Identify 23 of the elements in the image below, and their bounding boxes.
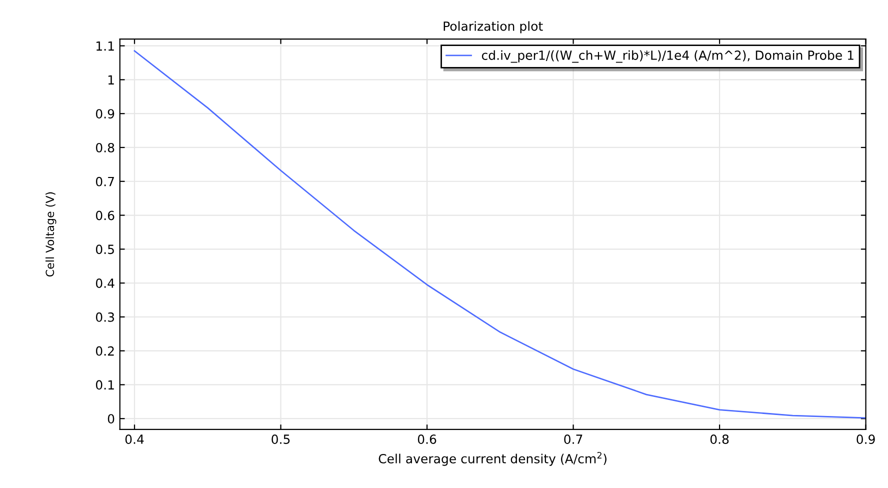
y-axis-title: Cell Voltage (V): [46, 192, 56, 277]
x-tick-label: 0.5: [272, 434, 290, 444]
x-tick-label: 0.9: [856, 434, 875, 444]
y-tick-label: 0.5: [96, 244, 114, 254]
y-tick-label: 0.8: [96, 142, 114, 152]
x-tick-label: 0.8: [710, 434, 729, 444]
line-series: [134, 50, 866, 419]
legend-label: cd.iv_per1/((W_ch+W_rib)*L)/1e4 (A/m^2), Domain Probe 1: [482, 50, 854, 63]
y-tick-label: 1: [108, 75, 114, 84]
y-tick-label: 0.2: [96, 346, 114, 356]
chart-title: Polarization plot: [444, 21, 543, 34]
x-axis-title: Cell average current density (A/cm$^{2}$): [378, 452, 606, 466]
y-tick-label: 0.9: [96, 109, 114, 119]
y-tick-label: 0.4: [96, 278, 114, 288]
x-tick-label: 0.7: [564, 434, 582, 444]
y-tick-label: 1.1: [96, 41, 114, 51]
y-tick-label: 0.6: [96, 210, 114, 220]
y-tick-label: 0.3: [96, 312, 114, 322]
y-tick-label: 0.7: [96, 176, 114, 186]
x-tick-label: 0.6: [418, 434, 436, 444]
y-tick-label: 0: [108, 414, 114, 424]
y-tick-label: 0.1: [96, 380, 114, 390]
x-tick-label: 0.4: [125, 434, 144, 444]
